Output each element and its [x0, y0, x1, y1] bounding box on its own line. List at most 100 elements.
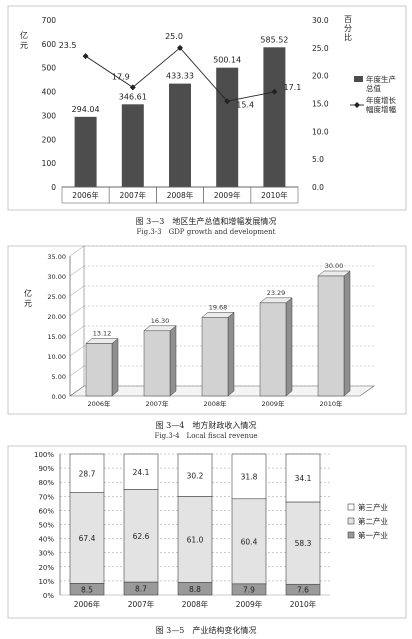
growth-value-label: 25.0: [165, 32, 183, 41]
growth-value-label: 17.1: [283, 83, 301, 92]
grid-side: [69, 265, 85, 277]
grid-side: [69, 305, 85, 317]
y2-tick-label: 25.0: [312, 44, 329, 53]
y-axis-title-char: 亿: [20, 30, 28, 40]
growth-value-label: 17.9: [112, 72, 130, 81]
legend-swatch: [347, 503, 355, 511]
bar-segment-primary: [69, 583, 105, 596]
bar-value-label: 13.12: [93, 330, 112, 338]
x-tick-label: 2007年: [128, 599, 155, 609]
legend-swatch: [347, 517, 355, 525]
segment-value-label: 60.4: [241, 537, 258, 546]
bar: [216, 67, 239, 187]
bar-segment-tertiary: [177, 453, 213, 497]
x-tick-label: 2009年: [261, 399, 285, 408]
fig1-caption-en: Fig.3-3 GDP growth and development: [136, 228, 276, 236]
grid-side: [69, 285, 85, 297]
x-tick-label: 2008年: [203, 399, 227, 408]
y-tick-label: 30.00: [47, 273, 66, 281]
segment-value-label: 24.1: [133, 468, 150, 477]
bar-segment-secondary: [123, 489, 159, 583]
bar-side: [111, 337, 119, 397]
y2-tick-label: 5.0: [312, 155, 324, 164]
segment-value-label: 8.5: [81, 585, 93, 594]
y-tick-label: 100: [42, 159, 57, 168]
bar-segment-tertiary: [231, 453, 267, 500]
y-tick-label: 80%: [38, 479, 54, 487]
bar-segment-secondary: [69, 492, 105, 584]
chart-frame: [7, 5, 407, 211]
segment-value-label: 8.7: [135, 585, 147, 594]
y-tick-label: 35.00: [47, 253, 66, 261]
y-axis-title-char: 元: [20, 41, 28, 50]
bar: [85, 343, 113, 397]
bar: [201, 317, 229, 397]
segment-value-label: 58.3: [295, 539, 312, 548]
bar: [259, 302, 287, 397]
y-tick-label: 60%: [38, 507, 54, 515]
y-tick-label: 0: [51, 183, 56, 192]
y-tick-label: 0.00: [52, 393, 66, 401]
y2-tick-label: 30.0: [312, 16, 329, 25]
bar-segment-primary: [123, 581, 159, 596]
y2-axis-title-char: 百: [344, 15, 352, 24]
fiscal-revenue-chart: 0.00 5.00 10.00 15.00 20.00 25.00 30.00 35.00 亿元…: [7, 245, 407, 415]
y-tick-label: 500: [42, 64, 57, 73]
bar-segment-secondary: [285, 501, 321, 585]
x-tick-label: 2009年: [214, 190, 241, 200]
bar-side: [343, 270, 351, 397]
x-tick-label: 2006年: [74, 599, 101, 609]
fig1-caption-cn: 图 3—3 地区生产总值和增幅发展情况: [135, 217, 277, 226]
bar-segment-tertiary: [123, 453, 159, 490]
y-tick-label: 10.00: [47, 353, 66, 361]
segment-value-label: 8.8: [189, 585, 201, 594]
grid-side: [69, 345, 85, 357]
y-tick-label: 70%: [38, 493, 54, 501]
legend-line-marker: [354, 102, 360, 108]
bar-segment-tertiary: [285, 453, 321, 503]
growth-marker: [129, 84, 136, 91]
x-tick-label: 2008年: [182, 599, 209, 609]
y-tick-label: 30%: [38, 550, 54, 558]
y-tick-label: 0%: [43, 592, 54, 600]
bar-value-label: 19.68: [209, 303, 228, 311]
x-tick-label: 2006年: [72, 190, 99, 200]
bar-top: [201, 312, 235, 318]
segment-value-label: 62.6: [133, 532, 150, 541]
y2-tick-label: 15.0: [312, 100, 329, 109]
y-tick-label: 200: [42, 135, 57, 144]
bar-top: [85, 338, 119, 344]
category-cell: [250, 186, 299, 204]
y-tick-label: 300: [42, 111, 57, 120]
legend-line-label: 幅度增幅: [366, 104, 396, 114]
bar: [74, 116, 97, 187]
x-tick-label: 2010年: [261, 190, 288, 200]
bar-side: [169, 325, 177, 397]
bar-value-label: 294.04: [72, 105, 100, 114]
bar: [317, 275, 345, 397]
segment-value-label: 28.7: [79, 469, 96, 478]
bar-value-label: 585.52: [260, 35, 288, 44]
bar-side: [227, 311, 235, 397]
bar-segment-primary: [231, 583, 267, 596]
y-axis-title-char: 元: [24, 299, 32, 308]
y-tick-label: 600: [42, 40, 57, 49]
growth-value-label: 15.4: [236, 100, 254, 109]
bar-top: [143, 325, 177, 332]
legend-label: 第二产业: [358, 516, 388, 526]
segment-value-label: 61.0: [187, 536, 204, 545]
growth-marker: [224, 98, 231, 105]
bar-value-label: 16.30: [151, 317, 170, 325]
bar: [169, 83, 191, 187]
legend-line-label: 年度增长: [366, 95, 396, 105]
legend-bar-label: 总值: [366, 83, 381, 93]
x-tick-label: 2008年: [167, 190, 194, 200]
legend-swatch: [347, 531, 355, 539]
bar: [143, 330, 171, 397]
industry-structure-chart: 0% 10% 20% 30% 40% 50% 60% 70% 80% 90% 100% 28.7 67.…: [7, 445, 407, 619]
bar-side: [285, 297, 293, 397]
segment-value-label: 31.8: [241, 472, 258, 481]
y2-tick-label: 10.0: [312, 127, 329, 136]
x-tick-label: 2010年: [319, 399, 343, 408]
growth-marker: [271, 88, 278, 95]
